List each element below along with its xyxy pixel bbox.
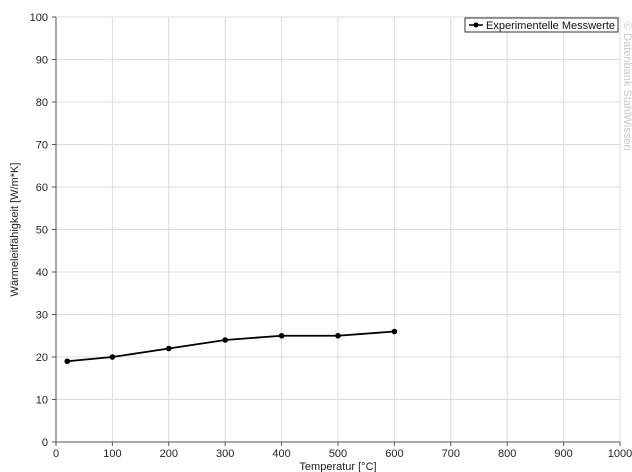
y-tick-label: 0 — [42, 437, 48, 449]
x-tick-labels: 0 100 200 300 400 500 600 700 800 900 1000 — [53, 448, 632, 460]
x-tick-label: 200 — [160, 448, 178, 460]
y-tick-label: 10 — [36, 395, 48, 407]
axes — [52, 16, 621, 446]
x-tick-label: 300 — [216, 448, 234, 460]
data-point — [222, 337, 228, 343]
grid — [56, 16, 621, 442]
x-tick-label: 400 — [272, 448, 290, 460]
data-point — [109, 354, 116, 360]
y-tick-labels: 0 10 20 30 40 50 60 70 80 90 100 — [30, 12, 48, 449]
x-axis-title: Temperatur [°C] — [299, 461, 376, 472]
data-point — [391, 328, 398, 335]
x-tick-label: 100 — [103, 448, 121, 460]
x-tick-label: 900 — [554, 448, 572, 460]
y-tick-label: 80 — [36, 97, 48, 109]
x-tick-label: 600 — [385, 448, 403, 460]
y-tick-label: 100 — [30, 12, 48, 24]
legend-label: Experimentelle Messwerte — [486, 20, 615, 32]
x-tick-label: 1000 — [608, 448, 632, 460]
watermark: © Datenbank StahlWissen — [621, 22, 632, 151]
x-tick-label: 800 — [498, 448, 516, 460]
y-tick-label: 40 — [36, 267, 48, 279]
y-tick-label: 70 — [36, 140, 48, 152]
y-tick-label: 30 — [36, 310, 48, 322]
data-point — [335, 332, 341, 339]
y-tick-label: 90 — [36, 55, 48, 67]
legend-box — [464, 17, 619, 33]
y-tick-label: 20 — [36, 352, 48, 364]
x-tick-label: 700 — [442, 448, 460, 460]
x-tick-label: 0 — [53, 448, 59, 460]
y-axis-title: Wärmeleitfähigkeit [W/m*K] — [9, 163, 21, 297]
series-layer — [64, 328, 398, 365]
x-tick-label: 500 — [329, 448, 347, 460]
y-tick-label: 50 — [36, 225, 48, 237]
data-point — [64, 358, 71, 365]
data-point — [166, 345, 172, 352]
y-tick-label: 60 — [36, 182, 48, 194]
data-point — [278, 332, 285, 339]
legend-marker-swatch — [473, 22, 479, 28]
legend: Experimentelle Messwerte — [464, 17, 619, 33]
